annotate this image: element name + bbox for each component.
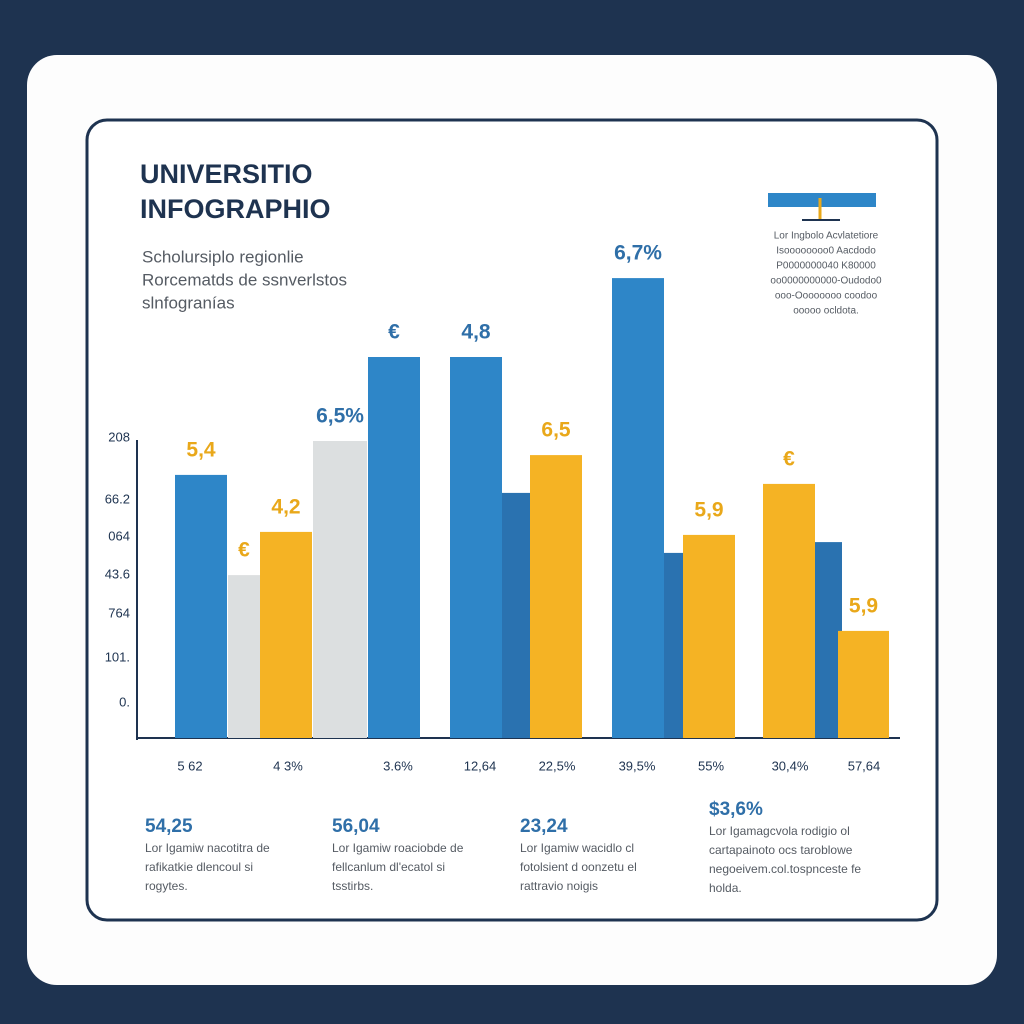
legend-text: oo0000000000-Oudodo0 (770, 276, 882, 287)
y-tick-label: 66.2 (105, 492, 130, 507)
bar-label: € (388, 321, 400, 344)
stat-text: Lor Igamiw wacidlo cl (520, 841, 634, 855)
bar-label: € (783, 447, 795, 470)
bar (368, 357, 420, 738)
bar (612, 278, 664, 738)
bar (260, 531, 312, 738)
y-tick-label: 43.6 (105, 567, 130, 582)
stat-text: negoeivem.col.tospnceste fe (709, 862, 861, 876)
legend-text: ooooo ocldota. (793, 306, 859, 317)
bar (683, 534, 735, 738)
subtitle: Rorcematds de ssnverlstos (142, 270, 347, 289)
subtitle: slnfogranías (142, 293, 235, 312)
subtitle: Scholursiplo regionlie (142, 247, 304, 266)
y-tick-label: 764 (108, 606, 130, 621)
stat-text: fellcanlum dl'ecatol si (332, 860, 445, 874)
stat-value: $3,6% (709, 799, 763, 820)
bar (313, 441, 367, 738)
bar-label: 4,8 (461, 321, 491, 344)
x-tick-label: 57,64 (848, 758, 881, 773)
legend-text: ooo-Oooooooo coodoo (775, 291, 878, 302)
stat-text: fotolsient d oonzetu el (520, 860, 637, 874)
stat-value: 56,04 (332, 816, 380, 837)
legend-text: Lor Ingbolo Acvlatetiore (774, 231, 879, 242)
stat-text: rattravio noigis (520, 879, 598, 893)
stat-value: 23,24 (520, 816, 568, 837)
x-tick-label: 30,4% (772, 758, 809, 773)
x-tick-label: 55% (698, 758, 724, 773)
bar-label: 6,7% (614, 242, 662, 265)
x-tick-label: 12,64 (464, 758, 497, 773)
bar-label: € (238, 539, 250, 562)
stat-text: tsstirbs. (332, 879, 373, 893)
bar-label: 5,4 (186, 438, 216, 461)
title: UNIVERSITIO (140, 159, 313, 189)
bar-label: 5,9 (849, 594, 878, 617)
bar (815, 542, 842, 738)
bar-label: 6,5 (541, 419, 571, 442)
title: INFOGRAPHIO (140, 194, 331, 224)
bar (530, 455, 582, 738)
stat-text: rogytes. (145, 879, 188, 893)
legend-text: P0000000040 K80000 (776, 261, 876, 272)
y-tick-label: 208 (108, 429, 130, 444)
bar-label: 5,9 (694, 498, 723, 521)
stat-text: holda. (709, 881, 742, 895)
bar (763, 483, 815, 738)
legend-text: Isoooooooo0 Aacdodo (776, 246, 876, 257)
y-tick-label: 101. (105, 649, 130, 664)
x-tick-label: 5 62 (177, 758, 202, 773)
stat-text: Lor Igamiw nacotitra de (145, 841, 270, 855)
bar-label: 6,5% (316, 405, 364, 428)
bar (838, 630, 889, 738)
x-tick-label: 3.6% (383, 758, 413, 773)
bar (502, 492, 530, 738)
x-tick-label: 4 3% (273, 758, 303, 773)
bar-label: 4,2 (271, 495, 300, 518)
y-tick-label: 064 (108, 528, 130, 543)
stat-text: rafikatkie dlencoul si (145, 860, 253, 874)
y-tick-label: 0. (119, 694, 130, 709)
stat-text: Lor Igamiw roaciobde de (332, 841, 464, 855)
bar (175, 474, 227, 738)
x-tick-label: 22,5% (539, 758, 576, 773)
bar (664, 552, 683, 738)
legend-icon (768, 193, 876, 207)
stat-text: Lor Igamagcvola rodigio ol (709, 824, 850, 838)
stat-value: 54,25 (145, 816, 193, 837)
bar (228, 575, 260, 738)
stat-text: cartapainoto ocs taroblowe (709, 843, 853, 857)
x-tick-label: 39,5% (619, 758, 656, 773)
bar (450, 357, 502, 738)
